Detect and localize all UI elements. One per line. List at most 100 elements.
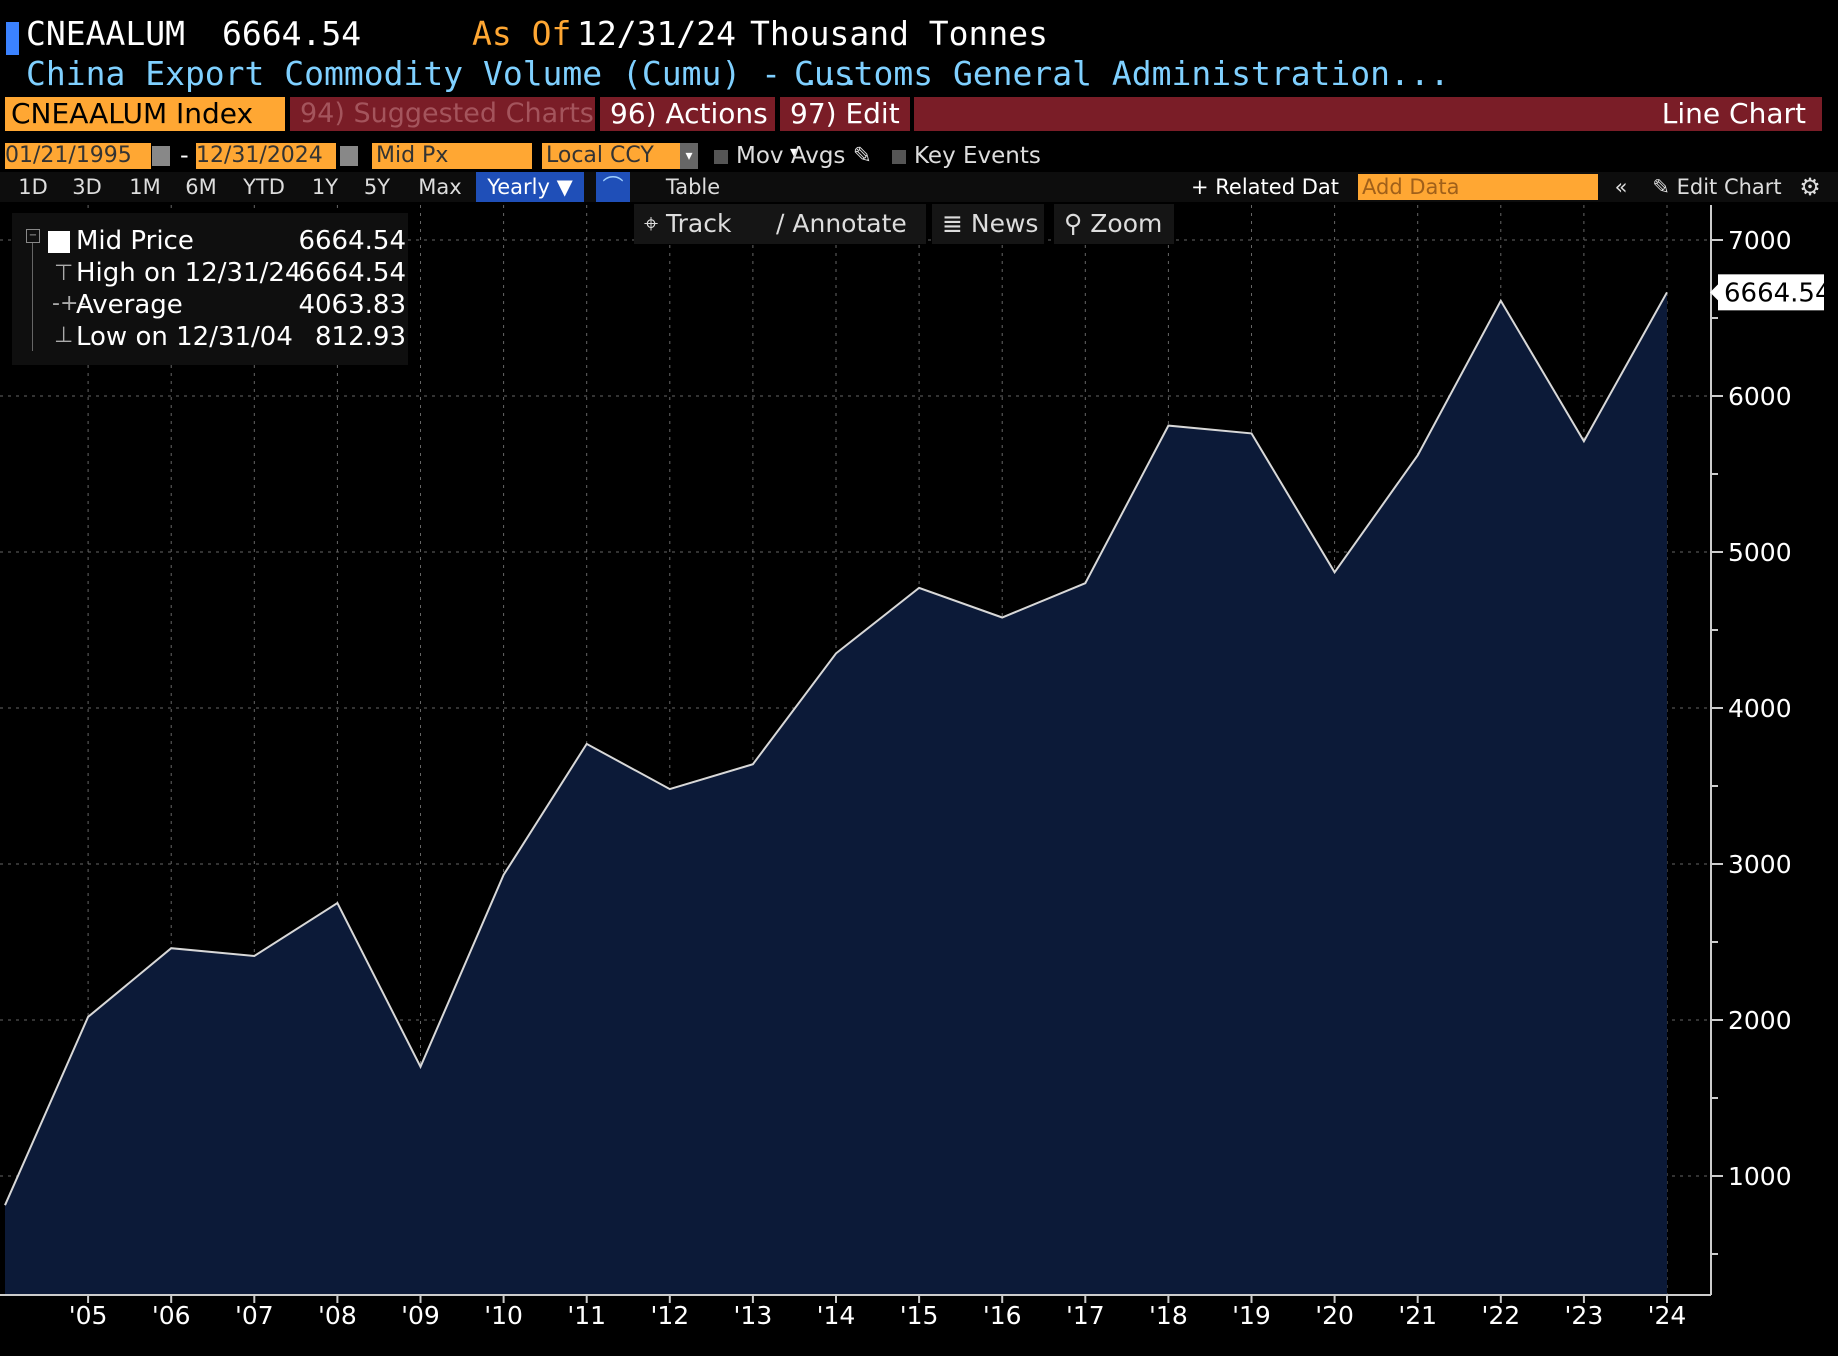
range-ytd-button[interactable]: YTD: [243, 175, 285, 199]
period-label: Yearly: [487, 175, 550, 199]
average-marker-icon: -+-: [52, 291, 87, 316]
chevron-down-icon: ▾: [790, 142, 799, 161]
as-of-date: 12/31/24: [577, 14, 736, 53]
area-series: [5, 292, 1667, 1295]
range-row: 1D 3D 1M 6M YTD 1Y 5Y Max Yearly ▼ ⌒ Tab…: [0, 172, 1838, 202]
line-chart-icon[interactable]: ⌒: [596, 172, 630, 202]
legend-label: High on 12/31/24: [76, 258, 302, 288]
y-tick-label: 1000: [1728, 1162, 1792, 1191]
gear-icon[interactable]: ⚙: [1799, 173, 1821, 201]
x-tick-label: '17: [1066, 1301, 1105, 1330]
start-date-field[interactable]: 01/21/1995: [5, 143, 151, 169]
range-1m-button[interactable]: 1M: [129, 175, 161, 199]
legend-row-mid: Mid Price 6664.54: [76, 225, 406, 257]
range-max-button[interactable]: Max: [418, 175, 462, 199]
mov-avgs-toggle[interactable]: Mov Avgs ✎: [714, 141, 872, 171]
track-label: Track: [666, 209, 732, 238]
checkbox-icon: [714, 149, 728, 164]
x-tick-label: '16: [983, 1301, 1022, 1330]
series-swatch: [48, 231, 70, 253]
legend-row-low: Low on 12/31/04 812.93: [76, 321, 406, 353]
security-field[interactable]: CNEAALUM Index: [5, 97, 285, 131]
edit-chart-button[interactable]: ✎ Edit Chart: [1642, 172, 1792, 202]
edit-menu[interactable]: 97) Edit ▾: [780, 97, 910, 161]
range-5y-button[interactable]: 5Y: [363, 175, 391, 199]
x-tick-label: '09: [401, 1301, 440, 1330]
annotate-tool[interactable]: ∕ Annotate: [766, 204, 926, 244]
range-1y-button[interactable]: 1Y: [311, 175, 339, 199]
mov-avgs-label: Mov Avgs: [736, 143, 846, 169]
edit-label: 97) Edit: [790, 97, 900, 130]
legend-label: Average: [76, 290, 183, 320]
x-tick-label: '08: [318, 1301, 357, 1330]
range-3d-button[interactable]: 3D: [72, 175, 102, 199]
legend-row-high: High on 12/31/24 6664.54: [76, 257, 406, 289]
y-tick-label: 5000: [1728, 538, 1792, 567]
crosshair-icon: ⌖: [644, 209, 659, 238]
legend-tree-line: [32, 243, 33, 351]
y-tick-label: 4000: [1728, 694, 1792, 723]
news-label: News: [970, 209, 1039, 238]
ticker: CNEAALUM: [26, 14, 185, 53]
x-tick-label: '12: [650, 1301, 689, 1330]
table-button[interactable]: Table: [665, 175, 721, 199]
y-tick-label: 2000: [1728, 1006, 1792, 1035]
period-selector[interactable]: Yearly ▼: [476, 172, 584, 202]
last-value-box: [1718, 274, 1824, 311]
related-data-button[interactable]: + Related Dat: [1191, 175, 1339, 199]
calendar-icon[interactable]: [340, 146, 358, 166]
end-date-field[interactable]: 12/31/2024: [196, 143, 336, 169]
magnifier-icon: ⚲: [1064, 209, 1083, 238]
y-tick-label: 7000: [1728, 226, 1792, 255]
x-tick-label: '19: [1232, 1301, 1271, 1330]
track-tool[interactable]: ⌖ Track: [634, 204, 780, 244]
legend-row-average: Average 4063.83: [76, 289, 406, 321]
checkbox-icon: [892, 149, 906, 164]
pencil-icon: ✎: [1652, 175, 1670, 199]
x-tick-label: '13: [734, 1301, 773, 1330]
key-events-toggle[interactable]: Key Events: [892, 141, 1041, 171]
legend-label: Mid Price: [76, 226, 194, 256]
chart-type-selector[interactable]: Line Chart: [914, 97, 1822, 131]
pencil-icon: ✎: [852, 143, 873, 169]
chart-settings-row: 01/21/1995 - 12/31/2024 Mid Px Local CCY…: [0, 141, 1838, 171]
x-axis-ticks: '05 '06 '07 '08 '09 '10 '11 '12 '13 '14 '15 '16 '17 '…: [69, 1295, 1686, 1330]
y-axis-ticks: 1000 2000 3000 4000 5000 6000 7000: [1728, 226, 1792, 1191]
last-value-text: 6664.54: [1724, 278, 1832, 308]
legend-value: 6664.54: [298, 226, 406, 256]
chevron-down-icon[interactable]: ▾: [680, 143, 698, 169]
header-line-1: CNEAALUM 6664.54 As Of 12/31/24 Thousand…: [0, 14, 1838, 60]
y-tick-label: 3000: [1728, 850, 1792, 879]
collapse-icon[interactable]: −: [26, 229, 40, 243]
collapse-icon[interactable]: «: [1614, 175, 1628, 199]
add-data-input[interactable]: Add Data: [1358, 174, 1598, 200]
range-6m-button[interactable]: 6M: [185, 175, 217, 199]
as-of-label: As Of: [472, 14, 572, 53]
legend-value: 4063.83: [298, 290, 406, 320]
source: Customs General Administration...: [794, 54, 1450, 93]
suggested-charts-button[interactable]: 94) Suggested Charts: [290, 97, 595, 131]
x-tick-label: '22: [1481, 1301, 1520, 1330]
low-marker-icon: ⊥: [54, 323, 74, 348]
news-tool[interactable]: ≣ News: [932, 204, 1044, 244]
range-1d-button[interactable]: 1D: [18, 175, 48, 199]
security-color-marker: [6, 22, 19, 55]
legend-label: Low on 12/31/04: [76, 322, 293, 352]
pencil-icon: ∕: [776, 209, 785, 238]
date-separator: -: [180, 141, 189, 169]
command-bar: CNEAALUM Index 94) Suggested Charts 96) …: [0, 95, 1838, 161]
legend-value: 6664.54: [298, 258, 406, 288]
high-marker-icon: ⊤: [54, 261, 74, 286]
zoom-label: Zoom: [1090, 209, 1163, 238]
news-icon: ≣: [942, 209, 963, 238]
chevron-down-icon: ▼: [556, 175, 573, 199]
field-selector[interactable]: Mid Px: [372, 143, 532, 169]
units: Thousand Tonnes: [750, 14, 1049, 53]
legend-value: 812.93: [315, 322, 406, 352]
x-tick-label: '15: [900, 1301, 939, 1330]
zoom-tool[interactable]: ⚲ Zoom: [1054, 204, 1174, 244]
x-tick-label: '21: [1398, 1301, 1437, 1330]
calendar-icon[interactable]: [152, 146, 170, 166]
currency-selector[interactable]: Local CCY: [542, 143, 680, 169]
